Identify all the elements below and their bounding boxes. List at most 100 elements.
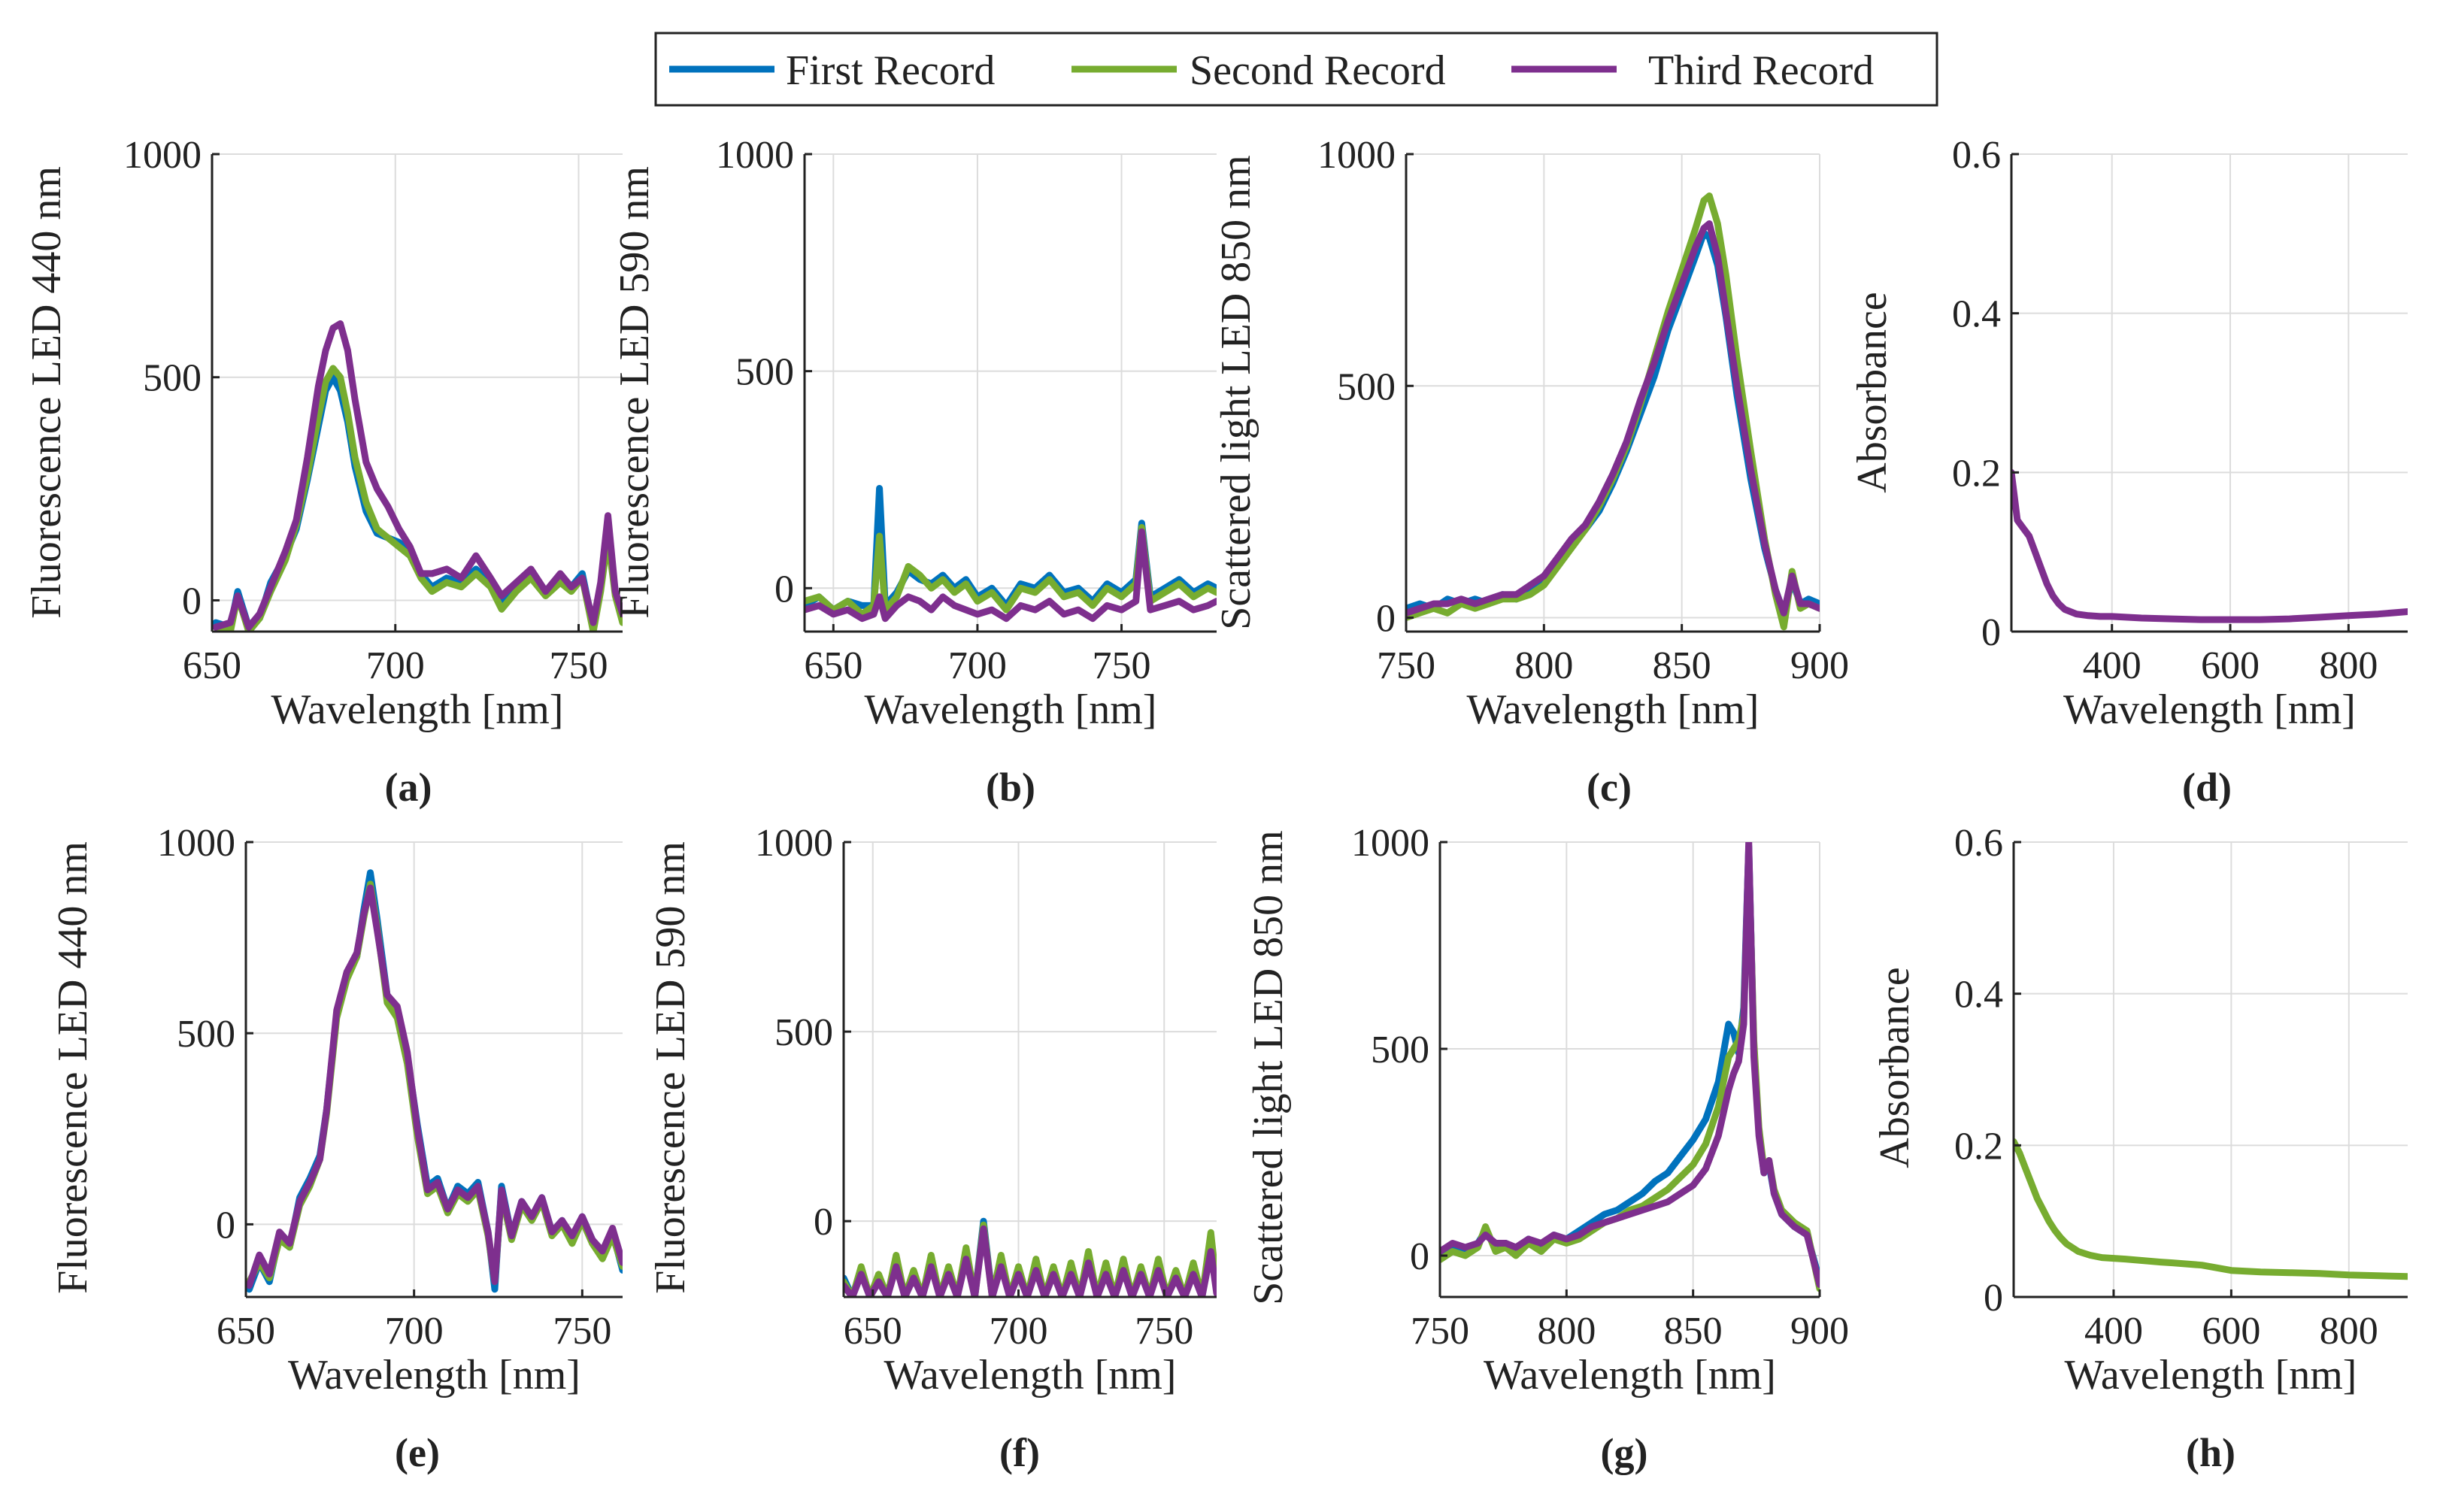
x-tick-label: 650 [183, 644, 241, 687]
panel-c: 750 800 850 900 0 500 1000 Wavelength [nm] Scatt… [1213, 134, 1849, 810]
y-tick-label: 500 [1371, 1029, 1429, 1071]
y-tick-label: 0 [1410, 1235, 1429, 1278]
x-tick-label: 600 [2202, 1310, 2260, 1353]
plot-area [2014, 842, 2408, 1297]
series-line-third-record [844, 1225, 1217, 1297]
x-tick-label: 750 [1135, 1310, 1193, 1353]
panel-b: 650 700 750 0 500 1000 Wavelength [nm] Fluoresc… [611, 134, 1217, 810]
y-tick-label: 500 [177, 1013, 235, 1056]
x-tick-label: 700 [366, 644, 425, 687]
panel-h: 400 600 800 0 0.2 0.4 0.6 Wavelength [nm] Absorb… [1872, 822, 2408, 1475]
x-tick-label: 650 [804, 644, 862, 687]
series-line-third-record [1440, 842, 1820, 1288]
panel-caption: (c) [1587, 765, 1632, 810]
panel-caption: (e) [395, 1430, 440, 1475]
legend-label-first: First Record [786, 47, 995, 94]
plot-area [212, 154, 623, 632]
x-tick-label: 400 [2083, 644, 2141, 687]
plot-area [2011, 154, 2408, 632]
y-tick-label: 500 [735, 351, 794, 394]
y-tick-label: 1000 [1351, 822, 1429, 865]
plot-area [1440, 842, 1820, 1297]
x-axis-label: Wavelength [nm] [288, 1352, 580, 1398]
plot-area [844, 842, 1217, 1297]
y-tick-label: 0.4 [1952, 293, 2001, 336]
y-axis-label: Scattered light LED 850 nm [1245, 830, 1292, 1304]
x-tick-label: 650 [844, 1310, 902, 1353]
x-axis-label: Wavelength [nm] [271, 686, 564, 733]
x-axis-label: Wavelength [nm] [865, 686, 1157, 733]
y-tick-label: 1000 [716, 134, 794, 177]
series-line-third-record [212, 320, 623, 631]
y-tick-label: 0 [216, 1204, 235, 1247]
y-axis-label: Fluorescence LED 590 nm [647, 841, 694, 1294]
y-tick-label: 0.2 [1954, 1125, 2003, 1168]
panel-caption: (f) [999, 1430, 1040, 1475]
x-tick-label: 700 [948, 644, 1007, 687]
panel-e: 650 700 750 0 500 1000 Wavelength [nm] Fluoresc… [50, 822, 623, 1475]
x-tick-label: 750 [553, 1310, 611, 1353]
x-tick-label: 900 [1790, 644, 1849, 687]
x-tick-label: 750 [1093, 644, 1151, 687]
y-tick-label: 0.4 [1954, 974, 2003, 1017]
y-tick-label: 1000 [157, 822, 235, 865]
y-axis-label: Absorbance [1849, 292, 1896, 492]
panel-d: 400 600 800 0 0.2 0.4 0.6 Wavelength [nm] Absorb… [1849, 134, 2408, 810]
y-axis-label: Fluorescence LED 590 nm [611, 166, 658, 619]
y-tick-label: 1000 [123, 134, 202, 177]
x-tick-label: 700 [385, 1310, 444, 1353]
panel-caption: (h) [2186, 1430, 2235, 1475]
y-axis-label: Absorbance [1872, 967, 1918, 1168]
x-tick-label: 650 [217, 1310, 275, 1353]
y-tick-label: 500 [1337, 365, 1396, 408]
x-tick-label: 750 [550, 644, 608, 687]
y-tick-label: 500 [774, 1011, 833, 1054]
x-tick-label: 850 [1653, 644, 1711, 687]
y-tick-label: 0 [1376, 598, 1396, 641]
y-tick-label: 0.6 [1954, 822, 2003, 865]
y-tick-label: 0 [774, 568, 794, 611]
y-tick-label: 0.2 [1952, 452, 2001, 495]
x-axis-label: Wavelength [nm] [2065, 1352, 2357, 1398]
y-axis-label: Fluorescence LED 440 nm [23, 166, 70, 619]
series-line-third-record [1406, 220, 1820, 617]
y-tick-label: 0 [1984, 1277, 2003, 1320]
plot-area [1406, 154, 1820, 632]
series-line-second-record [2014, 1138, 2408, 1280]
legend-label-second: Second Record [1190, 47, 1446, 94]
y-axis-label: Scattered light LED 850 nm [1213, 155, 1259, 629]
x-axis-label: Wavelength [nm] [1467, 686, 1760, 733]
panel-g: 750 800 850 900 0 500 1000 Wavelength [nm] Scatt… [1245, 822, 1849, 1475]
x-tick-label: 700 [990, 1310, 1048, 1353]
series-line-third-record [2011, 468, 2408, 623]
y-tick-label: 1000 [1317, 134, 1396, 177]
panel-f: 650 700 750 0 500 1000 Wavelength [nm] Fluoresc… [647, 822, 1217, 1475]
x-tick-label: 900 [1790, 1310, 1849, 1353]
x-tick-label: 750 [1377, 644, 1435, 687]
panel-caption: (b) [986, 765, 1035, 810]
x-axis-label: Wavelength [nm] [2063, 686, 2356, 733]
x-tick-label: 800 [1537, 1310, 1596, 1353]
x-axis-label: Wavelength [nm] [1484, 1352, 1776, 1398]
series-line-third-record [246, 884, 623, 1289]
legend-label-third: Third Record [1648, 47, 1874, 94]
x-axis-label: Wavelength [nm] [884, 1352, 1177, 1398]
x-tick-label: 800 [2320, 1310, 2378, 1353]
y-tick-label: 1000 [755, 822, 833, 865]
series-line-third-record [805, 528, 1217, 623]
legend-box [654, 32, 1938, 107]
y-axis-label: Fluorescence LED 440 nm [50, 841, 96, 1294]
y-tick-label: 0 [814, 1201, 833, 1244]
x-tick-label: 600 [2201, 644, 2260, 687]
legend: First Record Second Record Third Record [654, 32, 1938, 107]
x-tick-label: 800 [1514, 644, 1573, 687]
panel-caption: (a) [385, 765, 432, 810]
panel-caption: (d) [2182, 765, 2232, 810]
panel-a: 650 700 750 0 500 1000 Wavelength [nm] Fluoresc… [23, 134, 623, 810]
plot-area [805, 154, 1217, 632]
x-tick-label: 800 [2319, 644, 2378, 687]
y-tick-label: 500 [143, 357, 202, 400]
y-tick-label: 0.6 [1952, 134, 2001, 177]
x-tick-label: 400 [2084, 1310, 2143, 1353]
